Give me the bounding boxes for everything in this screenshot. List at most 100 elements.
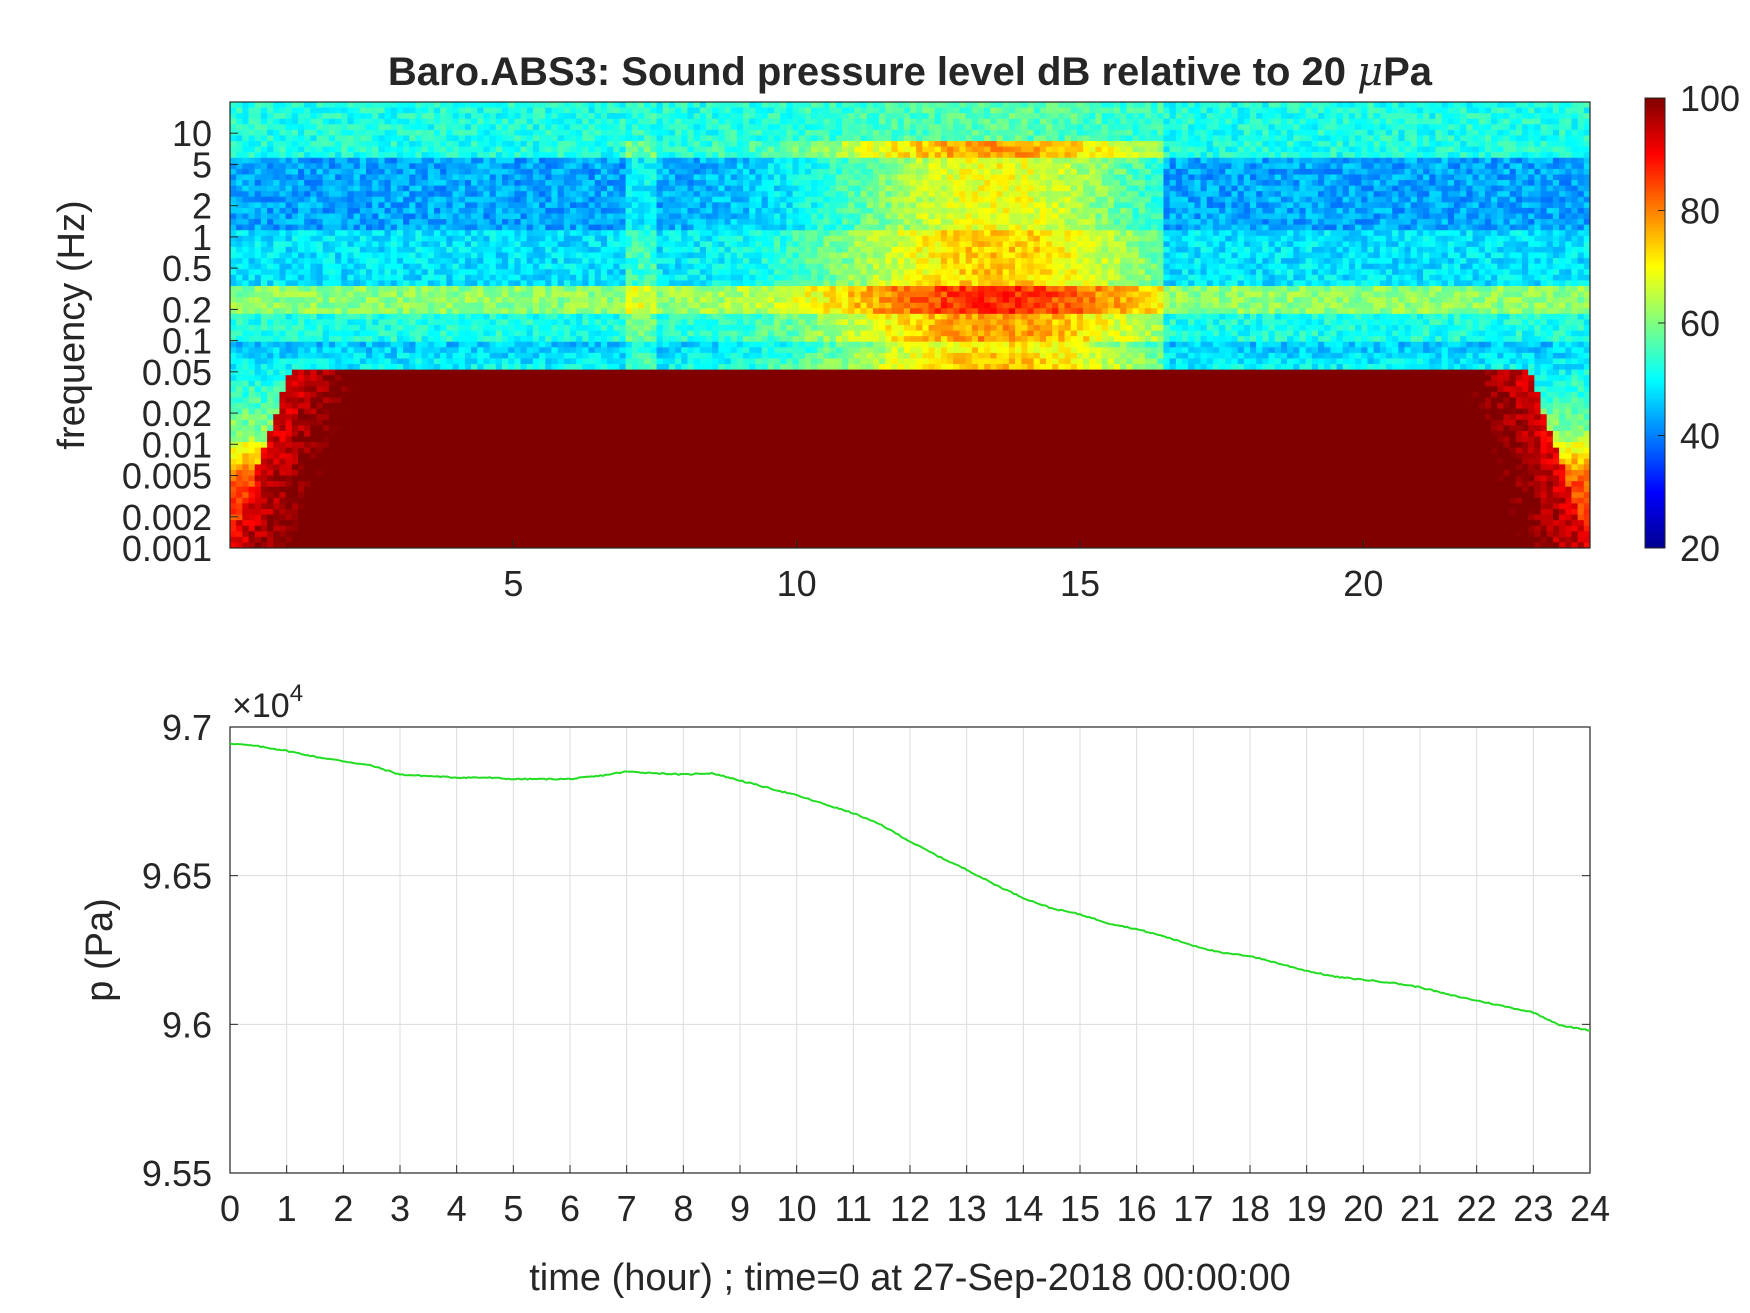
pressure-x-tick-label: 11 <box>835 1188 872 1229</box>
spectrogram-y-ticks: 105210.50.20.10.050.020.010.0050.0020.00… <box>122 113 238 569</box>
pressure-x-tick: 21 <box>1400 1165 1440 1229</box>
pressure-x-tick-label: 17 <box>1173 1188 1213 1229</box>
colorbar-tick-label: 60 <box>1680 303 1720 344</box>
spectrogram-x-tick: 10 <box>777 540 817 604</box>
pressure-y-axis-label: p (Pa) <box>79 898 121 1001</box>
spectrogram-y-tick: 0.1 <box>162 321 238 362</box>
spectrogram-y-tick: 0.5 <box>162 248 238 289</box>
pressure-x-tick: 1 <box>277 1165 297 1229</box>
pressure-x-tick-label: 22 <box>1457 1188 1497 1229</box>
pressure-y-tick: 9.7 <box>162 707 1590 748</box>
spectrogram-y-tick: 0.01 <box>142 424 238 465</box>
pressure-x-tick-label: 3 <box>390 1188 410 1229</box>
pressure-x-tick-label: 16 <box>1117 1188 1157 1229</box>
pressure-x-tick: 15 <box>1060 1165 1100 1229</box>
pressure-y-tick: 9.55 <box>142 1153 1590 1194</box>
pressure-x-tick: 16 <box>1117 1165 1157 1229</box>
spectrogram-y-tick-label: 2 <box>192 186 212 227</box>
spectrogram-x-tick: 20 <box>1343 540 1383 604</box>
spectrogram-y-tick-label: 0.005 <box>122 456 212 497</box>
spectrogram-frame <box>229 101 1591 549</box>
pressure-x-tick-label: 20 <box>1343 1188 1383 1229</box>
spectrogram-y-tick: 1 <box>192 217 238 258</box>
pressure-y-ticks: 9.7 9.65 9.6 9.55 <box>142 707 1590 1194</box>
pressure-y-tick-label: 9.7 <box>162 707 212 748</box>
pressure-x-tick: 19 <box>1287 1165 1327 1229</box>
pressure-x-tick-label: 6 <box>560 1188 580 1229</box>
pressure-x-tick-label: 0 <box>220 1188 240 1229</box>
pressure-x-tick: 0 <box>220 1165 240 1229</box>
spectrogram-x-ticks: 5 10 15 20 <box>503 540 1383 604</box>
pressure-x-tick: 10 <box>777 1165 817 1229</box>
pressure-x-tick: 9 <box>730 1165 750 1229</box>
spectrogram-y-tick-label: 0.01 <box>142 424 212 465</box>
colorbar-tick-label: 40 <box>1680 416 1720 457</box>
pressure-exponent-label: ×104 <box>232 680 303 725</box>
pressure-x-tick: 18 <box>1230 1165 1270 1229</box>
spectrogram-y-tick: 0.002 <box>122 497 238 538</box>
spectrogram-y-tick: 0.005 <box>122 456 238 497</box>
colorbar-ticks: 100 80 60 40 20 <box>1658 78 1740 569</box>
pressure-x-tick-label: 12 <box>890 1188 930 1229</box>
pressure-x-tick: 22 <box>1457 1165 1497 1229</box>
pressure-x-tick-label: 9 <box>730 1188 750 1229</box>
spectrogram-y-tick-label: 0.05 <box>142 352 212 393</box>
pressure-y-tick: 9.6 <box>162 1004 1590 1045</box>
spectrogram-y-tick-label: 0.001 <box>122 528 212 569</box>
pressure-x-tick: 13 <box>947 1165 987 1229</box>
colorbar-tick: 60 <box>1658 303 1720 344</box>
spectrogram-y-tick-label: 0.02 <box>142 393 212 434</box>
pressure-y-tick-label: 9.55 <box>142 1153 212 1194</box>
spectrogram-y-tick-label: 0.2 <box>162 289 212 330</box>
spectrogram-y-tick-label: 0.5 <box>162 248 212 289</box>
pressure-x-tick-label: 7 <box>617 1188 637 1229</box>
pressure-x-axis-label: time (hour) ; time=0 at 27-Sep-2018 00:0… <box>529 1257 1291 1299</box>
pressure-x-tick-label: 5 <box>503 1188 523 1229</box>
pressure-y-tick: 9.65 <box>142 856 1590 897</box>
colorbar-tick: 20 <box>1658 528 1720 569</box>
spectrogram-y-tick-label: 1 <box>192 217 212 258</box>
pressure-x-tick: 8 <box>673 1165 693 1229</box>
pressure-x-ticks: 0 1 2 3 4 5 6 7 8 9 10 11 12 13 14 15 16 17 18 19 20 21 22 23 24 <box>220 1165 1610 1229</box>
colorbar-tick: 40 <box>1658 416 1720 457</box>
pressure-x-tick: 3 <box>390 1165 410 1229</box>
pressure-x-tick: 17 <box>1173 1165 1213 1229</box>
spectrogram-y-tick: 5 <box>192 144 238 185</box>
pressure-x-tick: 6 <box>560 1165 580 1229</box>
spectrogram-y-tick-label: 0.002 <box>122 497 212 538</box>
spectrogram-y-tick: 0.2 <box>162 289 238 330</box>
pressure-x-tick-label: 21 <box>1400 1188 1440 1229</box>
spectrogram-x-tick-label: 10 <box>777 563 817 604</box>
spectrogram-x-tick-label: 15 <box>1060 563 1100 604</box>
pressure-x-tick-label: 19 <box>1287 1188 1327 1229</box>
spectrogram-y-tick-label: 10 <box>172 113 212 154</box>
spectrogram-y-tick: 10 <box>172 113 238 154</box>
colorbar-tick-label: 80 <box>1680 191 1720 232</box>
pressure-x-tick: 23 <box>1513 1165 1553 1229</box>
colorbar-tick-label: 100 <box>1680 78 1740 119</box>
spectrogram-heatmap <box>230 102 1590 548</box>
pressure-x-tick-label: 10 <box>777 1188 817 1229</box>
spectrogram-x-tick: 5 <box>503 540 523 604</box>
pressure-x-tick: 14 <box>1003 1165 1043 1229</box>
spectrogram-y-tick: 2 <box>192 186 238 227</box>
pressure-x-tick-label: 15 <box>1060 1188 1100 1229</box>
spectrogram-panel: Baro.ABS3: Sound pressure level dB relat… <box>51 49 1740 604</box>
spectrogram-y-axis-label: frequency (Hz) <box>51 200 93 449</box>
pressure-x-tick: 24 <box>1570 1165 1610 1229</box>
pressure-y-tick-label: 9.65 <box>142 856 212 897</box>
spectrogram-y-tick: 0.02 <box>142 393 238 434</box>
pressure-x-tick-label: 13 <box>947 1188 987 1229</box>
pressure-panel: 0 1 2 3 4 5 6 7 8 9 10 11 12 13 14 15 16 17 18 19 20 21 22 23 24… <box>79 680 1610 1299</box>
colorbar-tick: 80 <box>1658 191 1720 232</box>
pressure-x-tick-label: 14 <box>1003 1188 1043 1229</box>
pressure-grid <box>229 726 1591 1174</box>
pressure-x-tick-label: 4 <box>447 1188 467 1229</box>
spectrogram-x-tick-label: 5 <box>503 563 523 604</box>
pressure-x-tick: 4 <box>447 1165 467 1229</box>
pressure-x-tick: 5 <box>503 1165 523 1229</box>
spectrogram-y-tick: 0.05 <box>142 352 238 393</box>
pressure-x-tick-label: 23 <box>1513 1188 1553 1229</box>
spectrogram-y-tick: 0.001 <box>122 528 238 569</box>
spectrogram-x-tick: 15 <box>1060 540 1100 604</box>
